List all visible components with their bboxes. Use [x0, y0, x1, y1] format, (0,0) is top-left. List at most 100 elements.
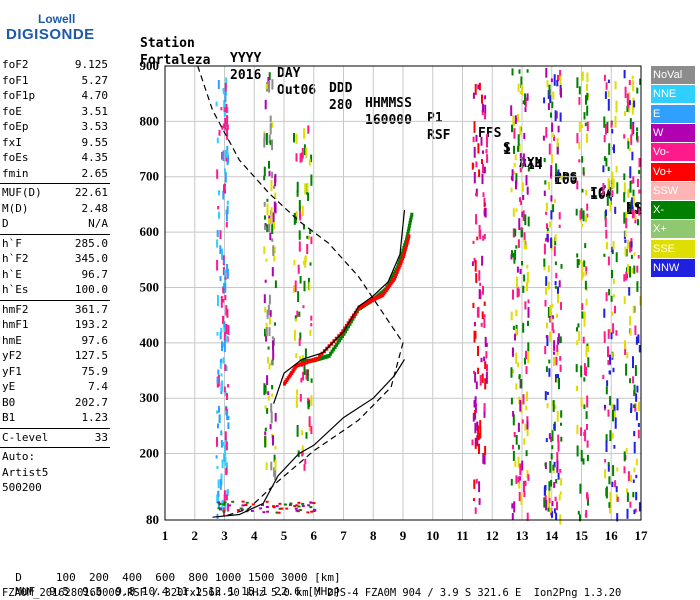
echo-pixel: [269, 115, 272, 123]
echo-pixel: [474, 422, 477, 434]
echo-pixel: [582, 336, 585, 344]
echo-pixel: [310, 323, 313, 327]
echo-pixel: [522, 285, 525, 293]
echo-pixel: [628, 287, 631, 296]
echo-pixel: [517, 114, 520, 123]
echo-pixel: [482, 163, 484, 174]
echo-pixel: [474, 396, 477, 405]
echo-pixel: [514, 333, 516, 341]
echo-pixel: [478, 289, 481, 300]
echo-pixel: [633, 430, 636, 437]
trace-point-x: [345, 326, 349, 331]
y-tick-label: 300: [140, 390, 160, 405]
echo-pixel: [473, 322, 476, 327]
echo-pixel: [484, 104, 487, 116]
echo-pixel: [482, 150, 484, 154]
echo-pixel: [576, 258, 579, 268]
echo-pixel: [526, 93, 529, 101]
echo-pixel: [262, 511, 266, 514]
echo-pixel: [224, 431, 227, 441]
param-row-d: D N/A: [2, 217, 108, 232]
echo-pixel: [223, 453, 226, 462]
echo-pixel: [611, 432, 614, 439]
echo-pixel: [221, 152, 224, 160]
echo-pixel: [259, 507, 263, 510]
trace-point-vo: [399, 260, 403, 265]
trace-point-vo: [403, 247, 407, 252]
echo-pixel: [224, 93, 227, 103]
hdr-label-day: DAY: [277, 66, 301, 81]
echo-pixel: [586, 105, 589, 116]
echo-pixel: [612, 241, 615, 250]
echo-pixel: [627, 264, 629, 275]
echo-pixel: [556, 137, 559, 147]
echo-pixel: [611, 183, 614, 189]
echo-pixel: [224, 364, 227, 371]
echo-pixel: [584, 513, 587, 517]
echo-pixel: [632, 176, 635, 184]
echo-pixel: [294, 216, 297, 224]
echo-pixel: [605, 241, 608, 250]
echo-pixel: [473, 121, 476, 133]
echo-pixel: [608, 502, 611, 508]
echo-pixel: [274, 471, 277, 481]
echo-pixel: [526, 470, 529, 479]
echo-pixel: [217, 374, 220, 387]
echo-pixel: [294, 280, 297, 292]
echo-pixel: [559, 75, 562, 85]
echo-pixel: [527, 351, 530, 364]
echo-pixel: [227, 384, 230, 388]
echo-pixel: [263, 383, 266, 396]
footer-muf-label: MUF: [15, 585, 36, 598]
echo-pixel: [477, 345, 479, 357]
param-row-mufd: MUF(D) 22.61: [2, 186, 108, 201]
echo-pixel: [268, 362, 271, 370]
echo-pixel: [603, 116, 606, 128]
auto-line: Artist5: [2, 465, 49, 479]
x-tick-label: 16: [605, 528, 619, 543]
echo-pixel: [623, 466, 626, 474]
auto-line: 500200: [2, 481, 42, 494]
echo-pixel: [216, 169, 219, 179]
echo-pixel: [546, 391, 549, 395]
echo-pixel: [303, 363, 306, 375]
echo-pixel: [584, 243, 587, 249]
x-tick-label: 11: [456, 528, 468, 543]
echo-pixel: [576, 327, 578, 332]
param-key: MUF(D): [2, 186, 42, 199]
echo-pixel: [269, 232, 272, 241]
echo-pixel: [473, 498, 475, 502]
echo-pixel: [605, 434, 608, 443]
echo-pixel: [278, 507, 282, 510]
echo-pixel: [577, 510, 580, 515]
echo-pixel: [521, 261, 523, 266]
param-row-hf: h`F 285.0: [2, 237, 108, 252]
param-key: foE: [2, 104, 22, 118]
echo-pixel: [517, 288, 520, 297]
echo-pixel: [483, 407, 486, 418]
echo-pixel: [307, 125, 310, 134]
echo-pixel: [475, 192, 478, 197]
echo-pixel: [586, 203, 589, 211]
echo-pixel: [579, 483, 582, 494]
echo-pixel: [274, 446, 277, 450]
echo-pixel: [613, 144, 615, 154]
echo-pixel: [526, 186, 529, 195]
echo-pixel: [633, 252, 636, 256]
echo-pixel: [220, 296, 223, 308]
echo-pixel: [272, 506, 276, 509]
echo-pixel: [269, 310, 272, 317]
echo-pixel: [612, 279, 615, 285]
echo-pixel: [586, 492, 588, 499]
echo-pixel: [273, 222, 276, 230]
echo-pixel: [223, 123, 226, 129]
footer-muf-values: 9.5 9.5 9.8 10.4 11.1 12.1 15.1 22.6 [MH…: [49, 585, 341, 598]
echo-pixel: [522, 195, 525, 200]
echo-pixel: [264, 223, 267, 227]
param-key: foEp: [2, 120, 29, 133]
echo-pixel: [585, 411, 588, 419]
echo-pixel: [633, 384, 636, 395]
echo-pixel: [223, 494, 226, 506]
echo-pixel: [480, 136, 483, 146]
param-separator: [0, 183, 110, 184]
